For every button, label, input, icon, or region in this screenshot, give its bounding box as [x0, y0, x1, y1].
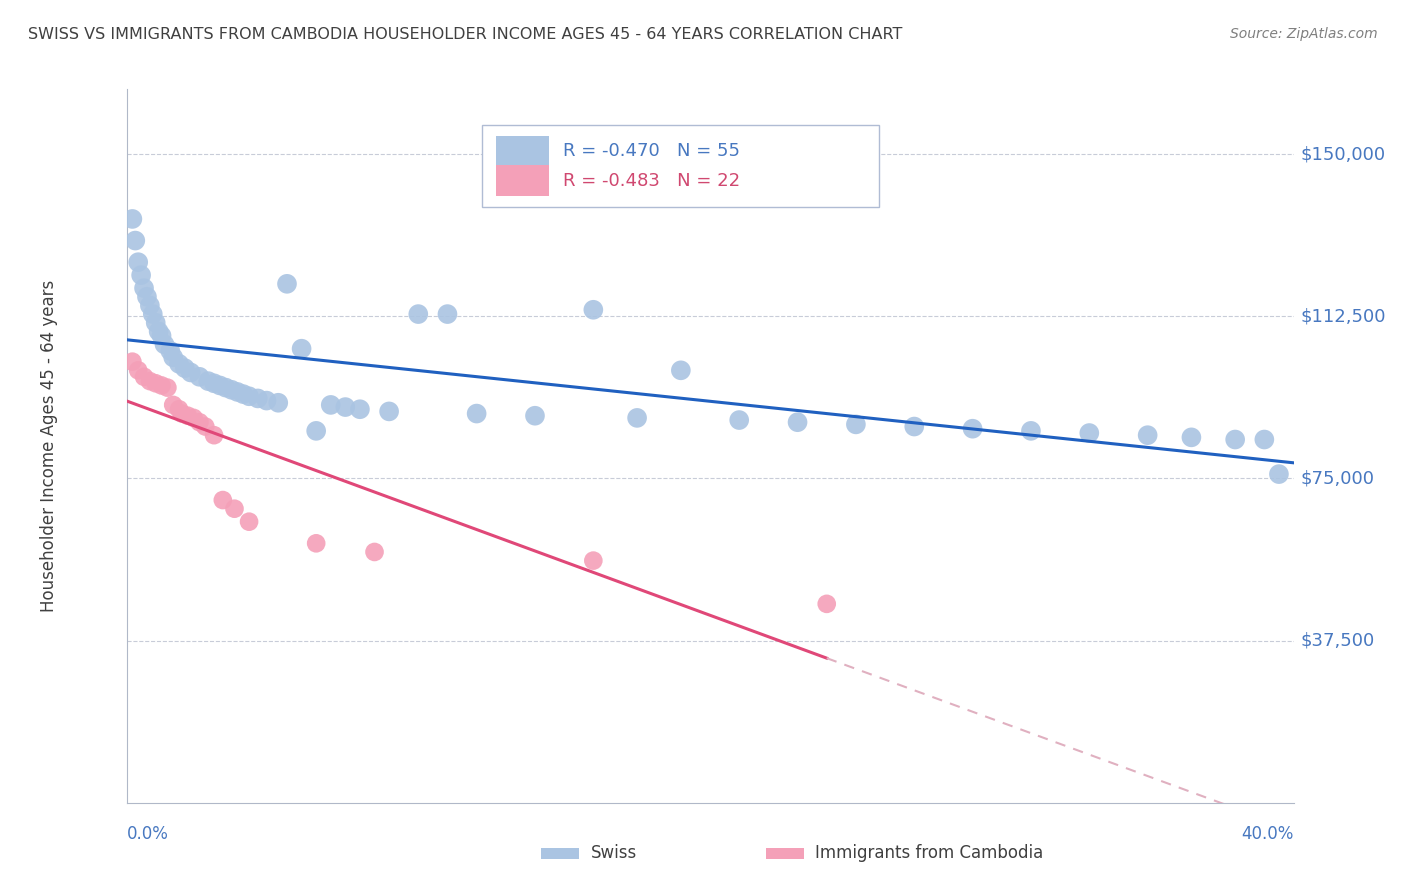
Point — [183, 410, 205, 425]
Point — [335, 400, 357, 414]
Point — [238, 515, 260, 529]
Text: Householder Income Ages 45 - 64 years: Householder Income Ages 45 - 64 years — [41, 280, 58, 612]
Point — [903, 419, 925, 434]
Point — [221, 383, 243, 397]
Point — [962, 422, 984, 436]
Point — [132, 281, 155, 295]
Text: $37,500: $37,500 — [1301, 632, 1375, 649]
Point — [162, 398, 184, 412]
Point — [319, 398, 342, 412]
Point — [127, 255, 149, 269]
Point — [408, 307, 430, 321]
Point — [148, 325, 170, 339]
Point — [226, 384, 249, 399]
Point — [786, 415, 808, 429]
Point — [1253, 433, 1275, 447]
Point — [232, 387, 254, 401]
Point — [142, 307, 165, 321]
Point — [845, 417, 868, 432]
Point — [1223, 433, 1246, 447]
Point — [238, 389, 260, 403]
Text: 40.0%: 40.0% — [1241, 825, 1294, 843]
Point — [436, 307, 458, 321]
Point — [177, 409, 200, 423]
Point — [246, 392, 269, 406]
Text: $112,500: $112,500 — [1301, 307, 1386, 326]
Text: Immigrants from Cambodia: Immigrants from Cambodia — [815, 844, 1043, 862]
Point — [167, 357, 190, 371]
Bar — [496, 165, 548, 196]
Point — [815, 597, 838, 611]
Point — [188, 369, 211, 384]
Point — [1019, 424, 1042, 438]
Point — [139, 374, 162, 388]
Text: SWISS VS IMMIGRANTS FROM CAMBODIA HOUSEHOLDER INCOME AGES 45 - 64 YEARS CORRELAT: SWISS VS IMMIGRANTS FROM CAMBODIA HOUSEH… — [28, 27, 903, 42]
Point — [150, 378, 173, 392]
Bar — [496, 136, 548, 167]
Point — [208, 378, 231, 392]
Point — [132, 369, 155, 384]
Text: R = -0.470   N = 55: R = -0.470 N = 55 — [562, 143, 740, 161]
Point — [127, 363, 149, 377]
Point — [1268, 467, 1291, 482]
Point — [145, 316, 167, 330]
Point — [202, 428, 225, 442]
Point — [188, 415, 211, 429]
Point — [153, 337, 176, 351]
Point — [156, 381, 179, 395]
Point — [305, 424, 328, 438]
Point — [728, 413, 751, 427]
Point — [124, 234, 146, 248]
Point — [150, 328, 173, 343]
FancyBboxPatch shape — [482, 125, 879, 207]
Text: $75,000: $75,000 — [1301, 469, 1375, 487]
Point — [465, 407, 488, 421]
Point — [174, 361, 197, 376]
Point — [211, 493, 233, 508]
Text: $150,000: $150,000 — [1301, 145, 1386, 163]
Point — [1136, 428, 1159, 442]
Point — [129, 268, 152, 282]
Point — [145, 376, 167, 391]
Text: Swiss: Swiss — [591, 844, 637, 862]
Point — [136, 290, 159, 304]
Point — [582, 553, 605, 567]
Point — [378, 404, 401, 418]
Point — [290, 342, 312, 356]
Point — [582, 302, 605, 317]
Text: 0.0%: 0.0% — [127, 825, 169, 843]
Point — [626, 410, 648, 425]
Point — [162, 351, 184, 365]
Point — [669, 363, 692, 377]
Point — [121, 354, 143, 368]
Point — [276, 277, 298, 291]
Point — [267, 396, 290, 410]
Point — [197, 374, 219, 388]
Point — [159, 343, 181, 358]
Point — [1180, 430, 1202, 444]
Point — [256, 393, 278, 408]
Point — [139, 298, 162, 312]
Point — [363, 545, 385, 559]
Point — [180, 366, 202, 380]
Point — [215, 381, 238, 395]
Point — [305, 536, 328, 550]
Point — [224, 501, 246, 516]
Point — [202, 376, 225, 391]
Text: Source: ZipAtlas.com: Source: ZipAtlas.com — [1230, 27, 1378, 41]
Point — [170, 407, 193, 421]
Text: R = -0.483   N = 22: R = -0.483 N = 22 — [562, 171, 740, 189]
Point — [349, 402, 371, 417]
Point — [524, 409, 547, 423]
Point — [167, 402, 190, 417]
Point — [194, 419, 217, 434]
Point — [1078, 425, 1101, 440]
Point — [121, 211, 143, 226]
